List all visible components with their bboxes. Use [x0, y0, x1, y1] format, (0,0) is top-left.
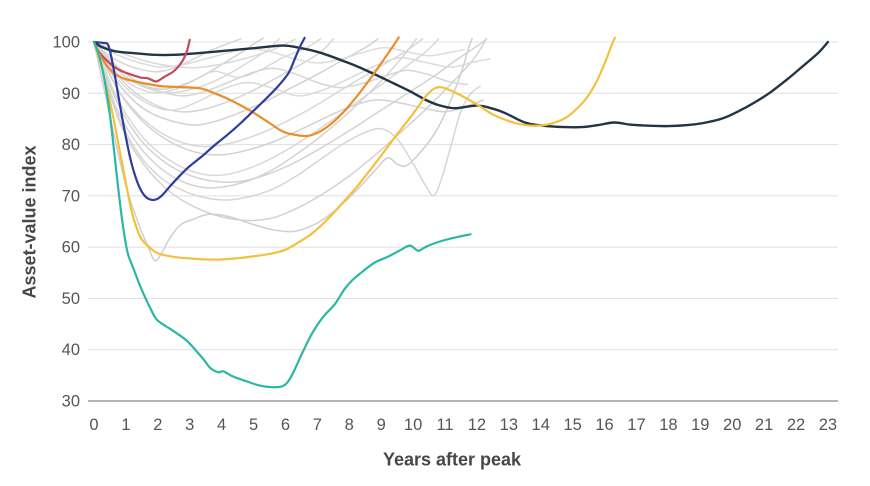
background-gray-06 [93, 38, 488, 183]
y-tick-label: 70 [62, 187, 80, 205]
x-tick-label: 6 [281, 416, 290, 434]
x-tick-label: 12 [468, 416, 486, 434]
highlight-teal-line [92, 40, 472, 389]
background-gray-18 [93, 38, 296, 69]
x-tick-label: 5 [249, 416, 258, 434]
x-axis-title: Years after peak [382, 449, 522, 470]
y-tick-label: 50 [62, 290, 80, 308]
x-tick-label: 23 [819, 416, 837, 434]
background-gray-03 [93, 38, 322, 94]
background-gray-08 [93, 41, 481, 201]
background-gray-11 [93, 38, 335, 113]
x-tick-label: 2 [153, 416, 162, 434]
x-tick-label: 1 [121, 416, 130, 434]
x-tick-label: 10 [404, 416, 422, 434]
background-gray-14 [93, 41, 485, 156]
y-tick-label: 40 [62, 341, 80, 359]
y-tick-label: 60 [62, 239, 80, 257]
x-tick-label: 9 [377, 416, 386, 434]
background-gray-16 [93, 41, 465, 68]
y-tick-label: 80 [62, 136, 80, 154]
y-tick-label: 100 [52, 34, 80, 52]
highlight-gold-line [92, 36, 616, 261]
x-tick-label: 21 [755, 416, 773, 434]
y-axis-title: Asset-value index [19, 145, 40, 299]
background-gray-10 [93, 38, 440, 177]
x-tick-label: 19 [691, 416, 709, 434]
x-tick-label: 8 [345, 416, 354, 434]
x-tick-label: 17 [627, 416, 645, 434]
x-tick-label: 14 [532, 416, 550, 434]
background-gray-15 [93, 38, 280, 94]
x-tick-label: 18 [659, 416, 677, 434]
highlight-orange-line [92, 36, 400, 138]
x-tick-label: 16 [595, 416, 613, 434]
background-gray-13 [93, 41, 469, 97]
x-tick-label: 15 [563, 416, 581, 434]
background-gray-01 [93, 38, 242, 73]
x-tick-label: 11 [436, 416, 453, 434]
highlight-dark-slate-line [92, 40, 830, 129]
x-tick-label: 3 [185, 416, 194, 434]
highlight-red-line [92, 38, 191, 83]
x-tick-label: 0 [89, 416, 98, 434]
x-tick-label: 4 [217, 416, 226, 434]
x-tick-label: 20 [723, 416, 741, 434]
x-tick-label: 22 [787, 416, 805, 434]
background-gray-07 [93, 37, 473, 262]
x-tick-label: 13 [500, 416, 518, 434]
y-tick-label: 90 [62, 85, 80, 103]
background-gray-17 [93, 38, 418, 189]
x-tick-label: 7 [313, 416, 322, 434]
highlight-navy-line [92, 36, 306, 202]
y-tick-label: 30 [62, 393, 80, 411]
background-gray-12 [93, 41, 491, 111]
